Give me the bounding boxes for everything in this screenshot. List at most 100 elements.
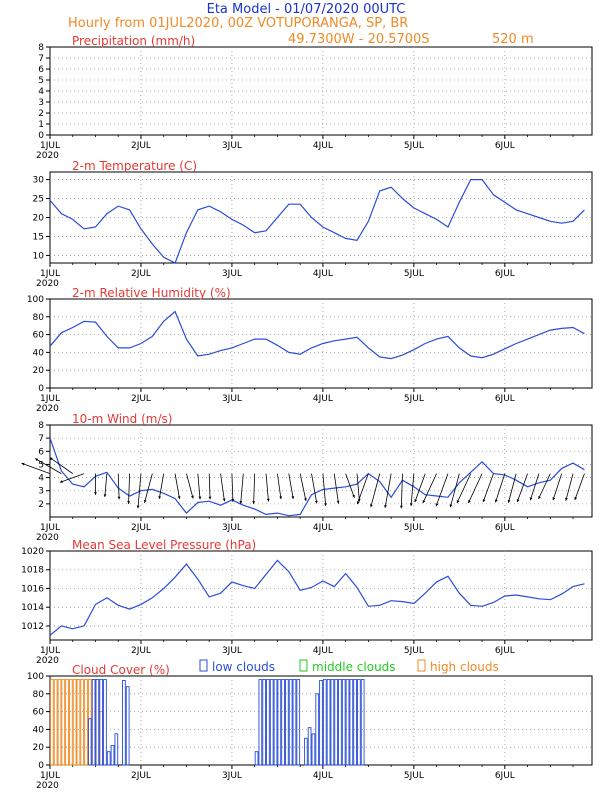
wind-barb-head xyxy=(435,503,439,507)
wind-barb-head xyxy=(59,480,63,483)
wind-barb-head xyxy=(352,494,355,498)
wind-barb xyxy=(34,458,62,474)
y-tick-label: 20 xyxy=(33,366,45,376)
wind-barb-head xyxy=(449,504,453,508)
y-tick-label: 40 xyxy=(33,725,45,735)
cloud-bar-low xyxy=(345,679,350,766)
y-tick-label: 4 xyxy=(38,474,44,484)
legend-high-swatch xyxy=(417,659,426,672)
cloud-bar-low xyxy=(292,679,297,766)
x-tick-label: 3JUL xyxy=(222,646,242,656)
panel-title: Mean Sea Level Pressure (hPa) xyxy=(72,538,256,552)
cloud-bar-low xyxy=(303,737,308,766)
x-tick-label: 5JUL xyxy=(404,141,424,151)
wind-barb xyxy=(231,473,234,502)
wind-barb xyxy=(59,473,85,483)
x-tick-label: 3JUL xyxy=(222,523,242,533)
wind-barb-head xyxy=(231,498,235,502)
y-tick-label: 7 xyxy=(38,434,44,444)
wind-barb-head xyxy=(103,494,107,497)
wind-barb-head xyxy=(127,501,131,504)
y-tick-label: 40 xyxy=(33,348,45,358)
x-tick-label: 1JUL xyxy=(40,771,60,781)
wind-barb xyxy=(467,473,483,504)
cloud-bar-low xyxy=(95,679,100,766)
wind-barb xyxy=(265,473,269,502)
x-tick-label: 6JUL xyxy=(495,141,515,151)
wind-barb xyxy=(174,473,180,500)
y-tick-label: 8 xyxy=(38,43,44,53)
wind-barb-head xyxy=(574,497,578,500)
wind-barb xyxy=(410,473,415,507)
cloud-bar-low xyxy=(334,679,339,766)
wind-barb-head xyxy=(414,499,418,503)
cloud-bar-low xyxy=(341,679,346,766)
wind-barb xyxy=(240,473,244,504)
wind-barb xyxy=(253,473,256,504)
cloud-bar-low xyxy=(311,733,316,766)
wind-barb-head xyxy=(208,496,212,500)
x-tick-label: 2JUL xyxy=(131,771,151,781)
wind-barb xyxy=(333,473,339,504)
wind-barb xyxy=(322,473,327,507)
plot-frame xyxy=(49,424,593,518)
y-tick-label: 20 xyxy=(33,743,45,753)
x-tick-label: 2JUL xyxy=(131,141,151,151)
y-tick-label: 1 xyxy=(38,120,44,130)
wind-barb xyxy=(538,473,551,500)
x-tick-label: 1JUL xyxy=(40,269,60,279)
cloud-bar-low xyxy=(266,679,270,766)
y-tick-label: 80 xyxy=(33,313,45,323)
x-tick-label: 3JUL xyxy=(222,141,242,151)
page-title: Eta Model - 01/07/2020 00UTC xyxy=(207,2,406,17)
wind-barb-head xyxy=(357,498,361,502)
cloud-bar-low xyxy=(360,679,365,766)
y-tick-label: 1016 xyxy=(21,584,44,594)
wind-barb-head xyxy=(117,496,121,500)
panel-title: 10-m Wind (m/s) xyxy=(72,412,172,426)
y-tick-label: 8 xyxy=(38,421,44,431)
wind-barb-head xyxy=(529,497,533,501)
wind-barb xyxy=(137,473,142,509)
wind-barb-head xyxy=(516,499,520,503)
wind-barb xyxy=(565,473,574,501)
cloud-bar-high xyxy=(76,679,81,766)
wind-barb xyxy=(345,473,355,498)
y-tick-label: 6 xyxy=(38,447,44,457)
x-tick-label: 5JUL xyxy=(404,646,424,656)
wind-barb-head xyxy=(136,505,140,509)
cloud-bar-low xyxy=(99,679,104,766)
wind-barb xyxy=(356,473,360,502)
cloud-bar-high xyxy=(72,679,77,766)
cloud-bar-low xyxy=(315,693,320,766)
wind-barb xyxy=(186,473,194,499)
coordinates: 49.7300W - 20.5700S xyxy=(288,32,430,47)
wind-barb-head xyxy=(384,505,387,508)
plot-frame xyxy=(49,298,593,389)
cloud-bar-low xyxy=(122,680,126,766)
x-tick-label: 6JUL xyxy=(495,771,515,781)
legend-middle-label: middle clouds xyxy=(312,660,396,674)
x-tick-label: 3JUL xyxy=(222,771,242,781)
wind-barb-head xyxy=(158,496,162,499)
cloud-bar-low xyxy=(319,680,323,766)
cloud-bar-low xyxy=(258,679,263,766)
y-tick-label: 80 xyxy=(33,690,45,700)
x-year-label: 2020 xyxy=(36,656,59,666)
x-tick-label: 4JUL xyxy=(313,269,333,279)
wind-barb xyxy=(117,473,120,500)
y-tick-label: 10 xyxy=(33,251,45,261)
cloud-bar-low xyxy=(114,733,119,766)
cloud-bar-low xyxy=(285,679,289,766)
panel-wind: 2 3 4 5 6 7 8 1JUL 2JUL 3JUL 4JUL 5JUL 6JUL 2020 10-m … xyxy=(21,412,593,543)
wind-barb xyxy=(370,473,381,508)
legend-low-label: low clouds xyxy=(212,660,275,674)
x-tick-label: 4JUL xyxy=(313,141,333,151)
wind-barb xyxy=(277,473,282,500)
cloud-bar-low xyxy=(357,679,361,766)
x-tick-label: 2JUL xyxy=(131,523,151,533)
wind-barb-head xyxy=(291,496,295,499)
wind-barb-head xyxy=(222,498,226,502)
cloud-bar-high xyxy=(57,679,62,766)
